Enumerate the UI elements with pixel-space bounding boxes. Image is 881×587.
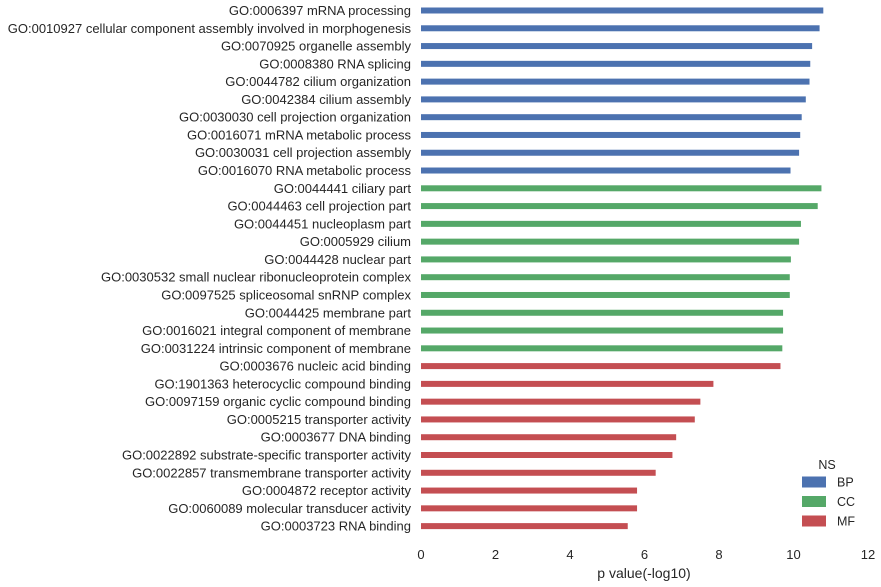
bar-cc: [421, 274, 790, 281]
category-label: GO:0005215 transporter activity: [227, 412, 412, 427]
bar-bp: [421, 114, 802, 121]
category-label: GO:0016070 RNA metabolic process: [198, 163, 412, 178]
category-label: GO:0044428 nuclear part: [264, 252, 411, 267]
category-label: GO:0004872 receptor activity: [242, 483, 412, 498]
category-label: GO:0044425 membrane part: [245, 305, 412, 320]
x-tick-label: 8: [715, 547, 722, 562]
bar-cc: [421, 185, 822, 192]
bar-mf: [421, 398, 701, 405]
bar-bp: [421, 131, 801, 138]
bar-bp: [421, 7, 824, 14]
category-label: GO:0016021 integral component of membran…: [142, 323, 411, 338]
bar-bp: [421, 43, 813, 50]
bar-mf: [421, 452, 673, 458]
category-label: GO:0030532 small nuclear ribonucleoprote…: [101, 270, 412, 285]
bar-cc: [421, 309, 784, 316]
bar-bp: [421, 96, 806, 103]
legend-swatch-cc: [802, 496, 826, 507]
category-label: GO:0044463 cell projection part: [227, 199, 411, 214]
bar-mf: [421, 434, 677, 441]
category-label: GO:0003676 nucleic acid binding: [219, 359, 411, 374]
category-label: GO:0044782 cilium organization: [225, 74, 411, 89]
bar-mf: [421, 487, 638, 494]
legend-swatch-mf: [802, 515, 826, 527]
category-label: GO:0006397 mRNA processing: [229, 3, 411, 18]
category-label: GO:0060089 molecular transducer activity: [168, 501, 411, 516]
category-label: GO:0097525 spliceosomal snRNP complex: [161, 287, 411, 302]
category-label: GO:0022857 transmembrane transporter act…: [132, 465, 411, 480]
bar-bp: [421, 60, 811, 67]
bar-bp: [421, 149, 800, 156]
category-label: GO:0022892 substrate-specific transporte…: [122, 448, 412, 463]
category-label: GO:0003723 RNA binding: [261, 519, 411, 534]
category-label: GO:0016071 mRNA metabolic process: [187, 127, 411, 142]
bar-cc: [421, 203, 818, 210]
x-tick-label: 4: [566, 547, 573, 562]
category-label: GO:0003677 DNA binding: [261, 430, 411, 445]
x-tick-label: 10: [786, 547, 800, 562]
category-label: GO:0097159 organic cyclic compound bindi…: [145, 394, 411, 409]
bar-cc: [421, 256, 791, 263]
category-label: GO:1901363 heterocyclic compound binding: [154, 376, 411, 391]
category-label: GO:0042384 cilium assembly: [241, 92, 411, 107]
x-tick-label: 6: [641, 547, 648, 562]
bar-bp: [421, 25, 820, 32]
legend: NS BP CC MF: [802, 458, 855, 529]
legend-label-bp: BP: [837, 476, 854, 490]
x-tick-label: 2: [492, 547, 499, 562]
bar-bp: [421, 78, 810, 85]
category-label: GO:0005929 cilium: [300, 234, 411, 249]
bar-mf: [421, 523, 628, 530]
category-label: GO:0044441 ciliary part: [274, 181, 412, 196]
bar-bp: [421, 167, 791, 174]
category-label: GO:0010927 cellular component assembly i…: [8, 21, 412, 36]
category-label: GO:0070925 organelle assembly: [221, 39, 412, 54]
legend-title: NS: [818, 458, 835, 472]
bar-mf: [421, 469, 656, 476]
x-axis: 0 2 4 6 8 10 12: [417, 547, 875, 562]
bar-cc: [421, 327, 784, 334]
bar-cc: [421, 345, 783, 352]
category-labels: GO:0006397 mRNA processing GO:0010927 cel…: [8, 3, 412, 534]
category-label: GO:0030030 cell projection organization: [179, 110, 411, 125]
x-tick-label: 0: [417, 547, 424, 562]
bar-cc: [421, 238, 800, 245]
bar-mf: [421, 363, 781, 370]
bar-mf: [421, 505, 638, 512]
category-label: GO:0031224 intrinsic component of membra…: [141, 341, 411, 356]
bar-mf: [421, 380, 714, 387]
bar-mf: [421, 416, 695, 423]
legend-swatch-bp: [802, 476, 826, 488]
bars-layer: [421, 7, 824, 530]
bar-cc: [421, 291, 790, 298]
legend-label-cc: CC: [837, 495, 855, 509]
category-label: GO:0044451 nucleoplasm part: [234, 216, 411, 231]
x-axis-title: p value(-log10): [597, 565, 690, 581]
x-tick-label: 12: [861, 547, 875, 562]
bar-cc: [421, 220, 801, 227]
legend-label-mf: MF: [837, 515, 855, 529]
category-label: GO:0008380 RNA splicing: [259, 56, 411, 71]
category-label: GO:0030031 cell projection assembly: [195, 145, 412, 160]
